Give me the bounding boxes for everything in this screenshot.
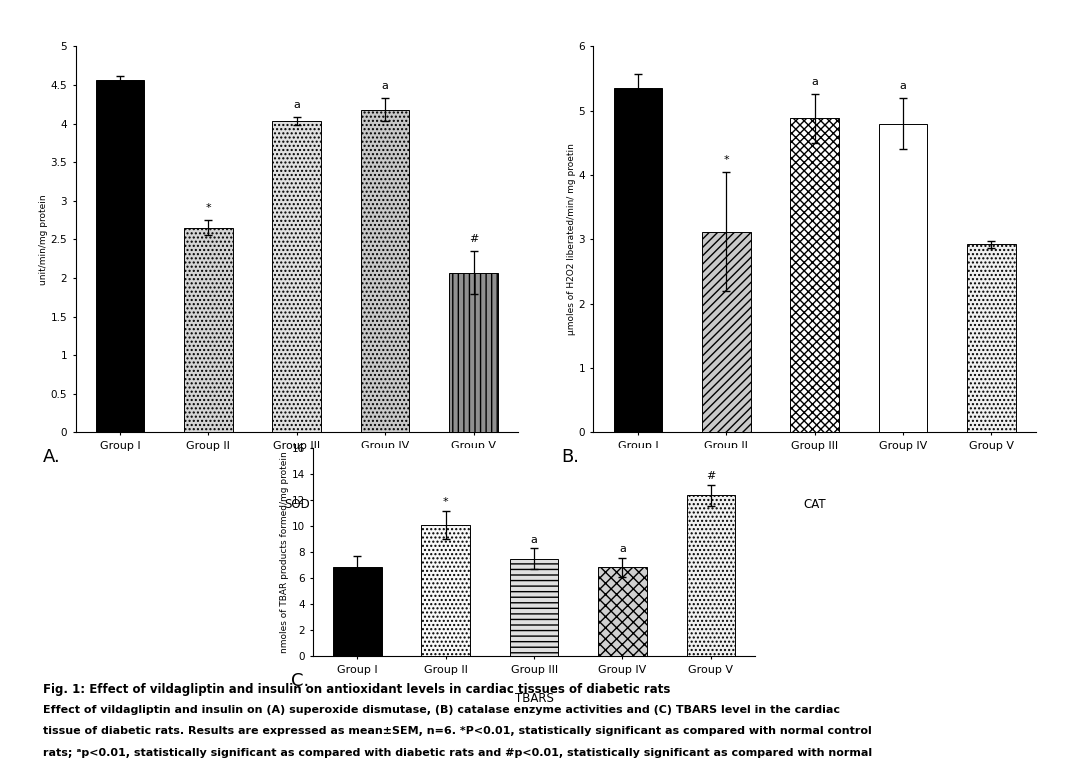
Bar bbox=[96, 80, 145, 432]
Bar bbox=[272, 121, 322, 432]
Bar bbox=[686, 496, 735, 656]
Text: #: # bbox=[468, 234, 478, 244]
Text: SOD: SOD bbox=[284, 498, 310, 511]
Bar bbox=[614, 88, 663, 432]
Bar bbox=[422, 525, 470, 656]
Text: #: # bbox=[706, 471, 715, 481]
Bar bbox=[509, 559, 559, 656]
Bar bbox=[790, 118, 839, 432]
Text: C.: C. bbox=[291, 672, 310, 689]
Bar bbox=[449, 273, 497, 432]
Bar bbox=[967, 245, 1015, 432]
Bar bbox=[878, 124, 927, 432]
Bar bbox=[333, 567, 382, 656]
Text: a: a bbox=[293, 100, 300, 110]
Text: a: a bbox=[900, 81, 906, 91]
Text: tissue of diabetic rats. Results are expressed as mean±SEM, n=6. *P<0.01, statis: tissue of diabetic rats. Results are exp… bbox=[43, 726, 872, 736]
Text: a: a bbox=[531, 534, 537, 544]
Bar bbox=[598, 567, 646, 656]
Text: Effect of vildagliptin and insulin on (A) superoxide dismutase, (B) catalase enz: Effect of vildagliptin and insulin on (A… bbox=[43, 705, 841, 715]
Bar bbox=[185, 228, 233, 432]
Text: a: a bbox=[619, 544, 626, 554]
Text: *: * bbox=[723, 155, 729, 165]
Text: CAT: CAT bbox=[804, 498, 825, 511]
Bar bbox=[702, 232, 751, 432]
Bar bbox=[360, 110, 409, 432]
Text: *: * bbox=[442, 497, 449, 507]
Text: rats; ᵃp<0.01, statistically significant as compared with diabetic rats and #p<0: rats; ᵃp<0.01, statistically significant… bbox=[43, 748, 872, 758]
Y-axis label: nmoles of TBAR products formed/mg protein: nmoles of TBAR products formed/mg protei… bbox=[279, 451, 288, 653]
Text: A.: A. bbox=[43, 448, 60, 466]
Text: *: * bbox=[205, 203, 211, 213]
Y-axis label: μmoles of H2O2 liberated/min/ mg proetin: μmoles of H2O2 liberated/min/ mg proetin bbox=[566, 144, 576, 335]
Text: TBARS: TBARS bbox=[515, 692, 554, 705]
Text: a: a bbox=[382, 81, 388, 91]
Text: Fig. 1: Effect of vildagliptin and insulin on antioxidant levels in cardiac tiss: Fig. 1: Effect of vildagliptin and insul… bbox=[43, 683, 670, 696]
Y-axis label: unit/min/mg protein: unit/min/mg protein bbox=[39, 194, 47, 285]
Text: a: a bbox=[811, 77, 818, 87]
Text: B.: B. bbox=[561, 448, 579, 466]
